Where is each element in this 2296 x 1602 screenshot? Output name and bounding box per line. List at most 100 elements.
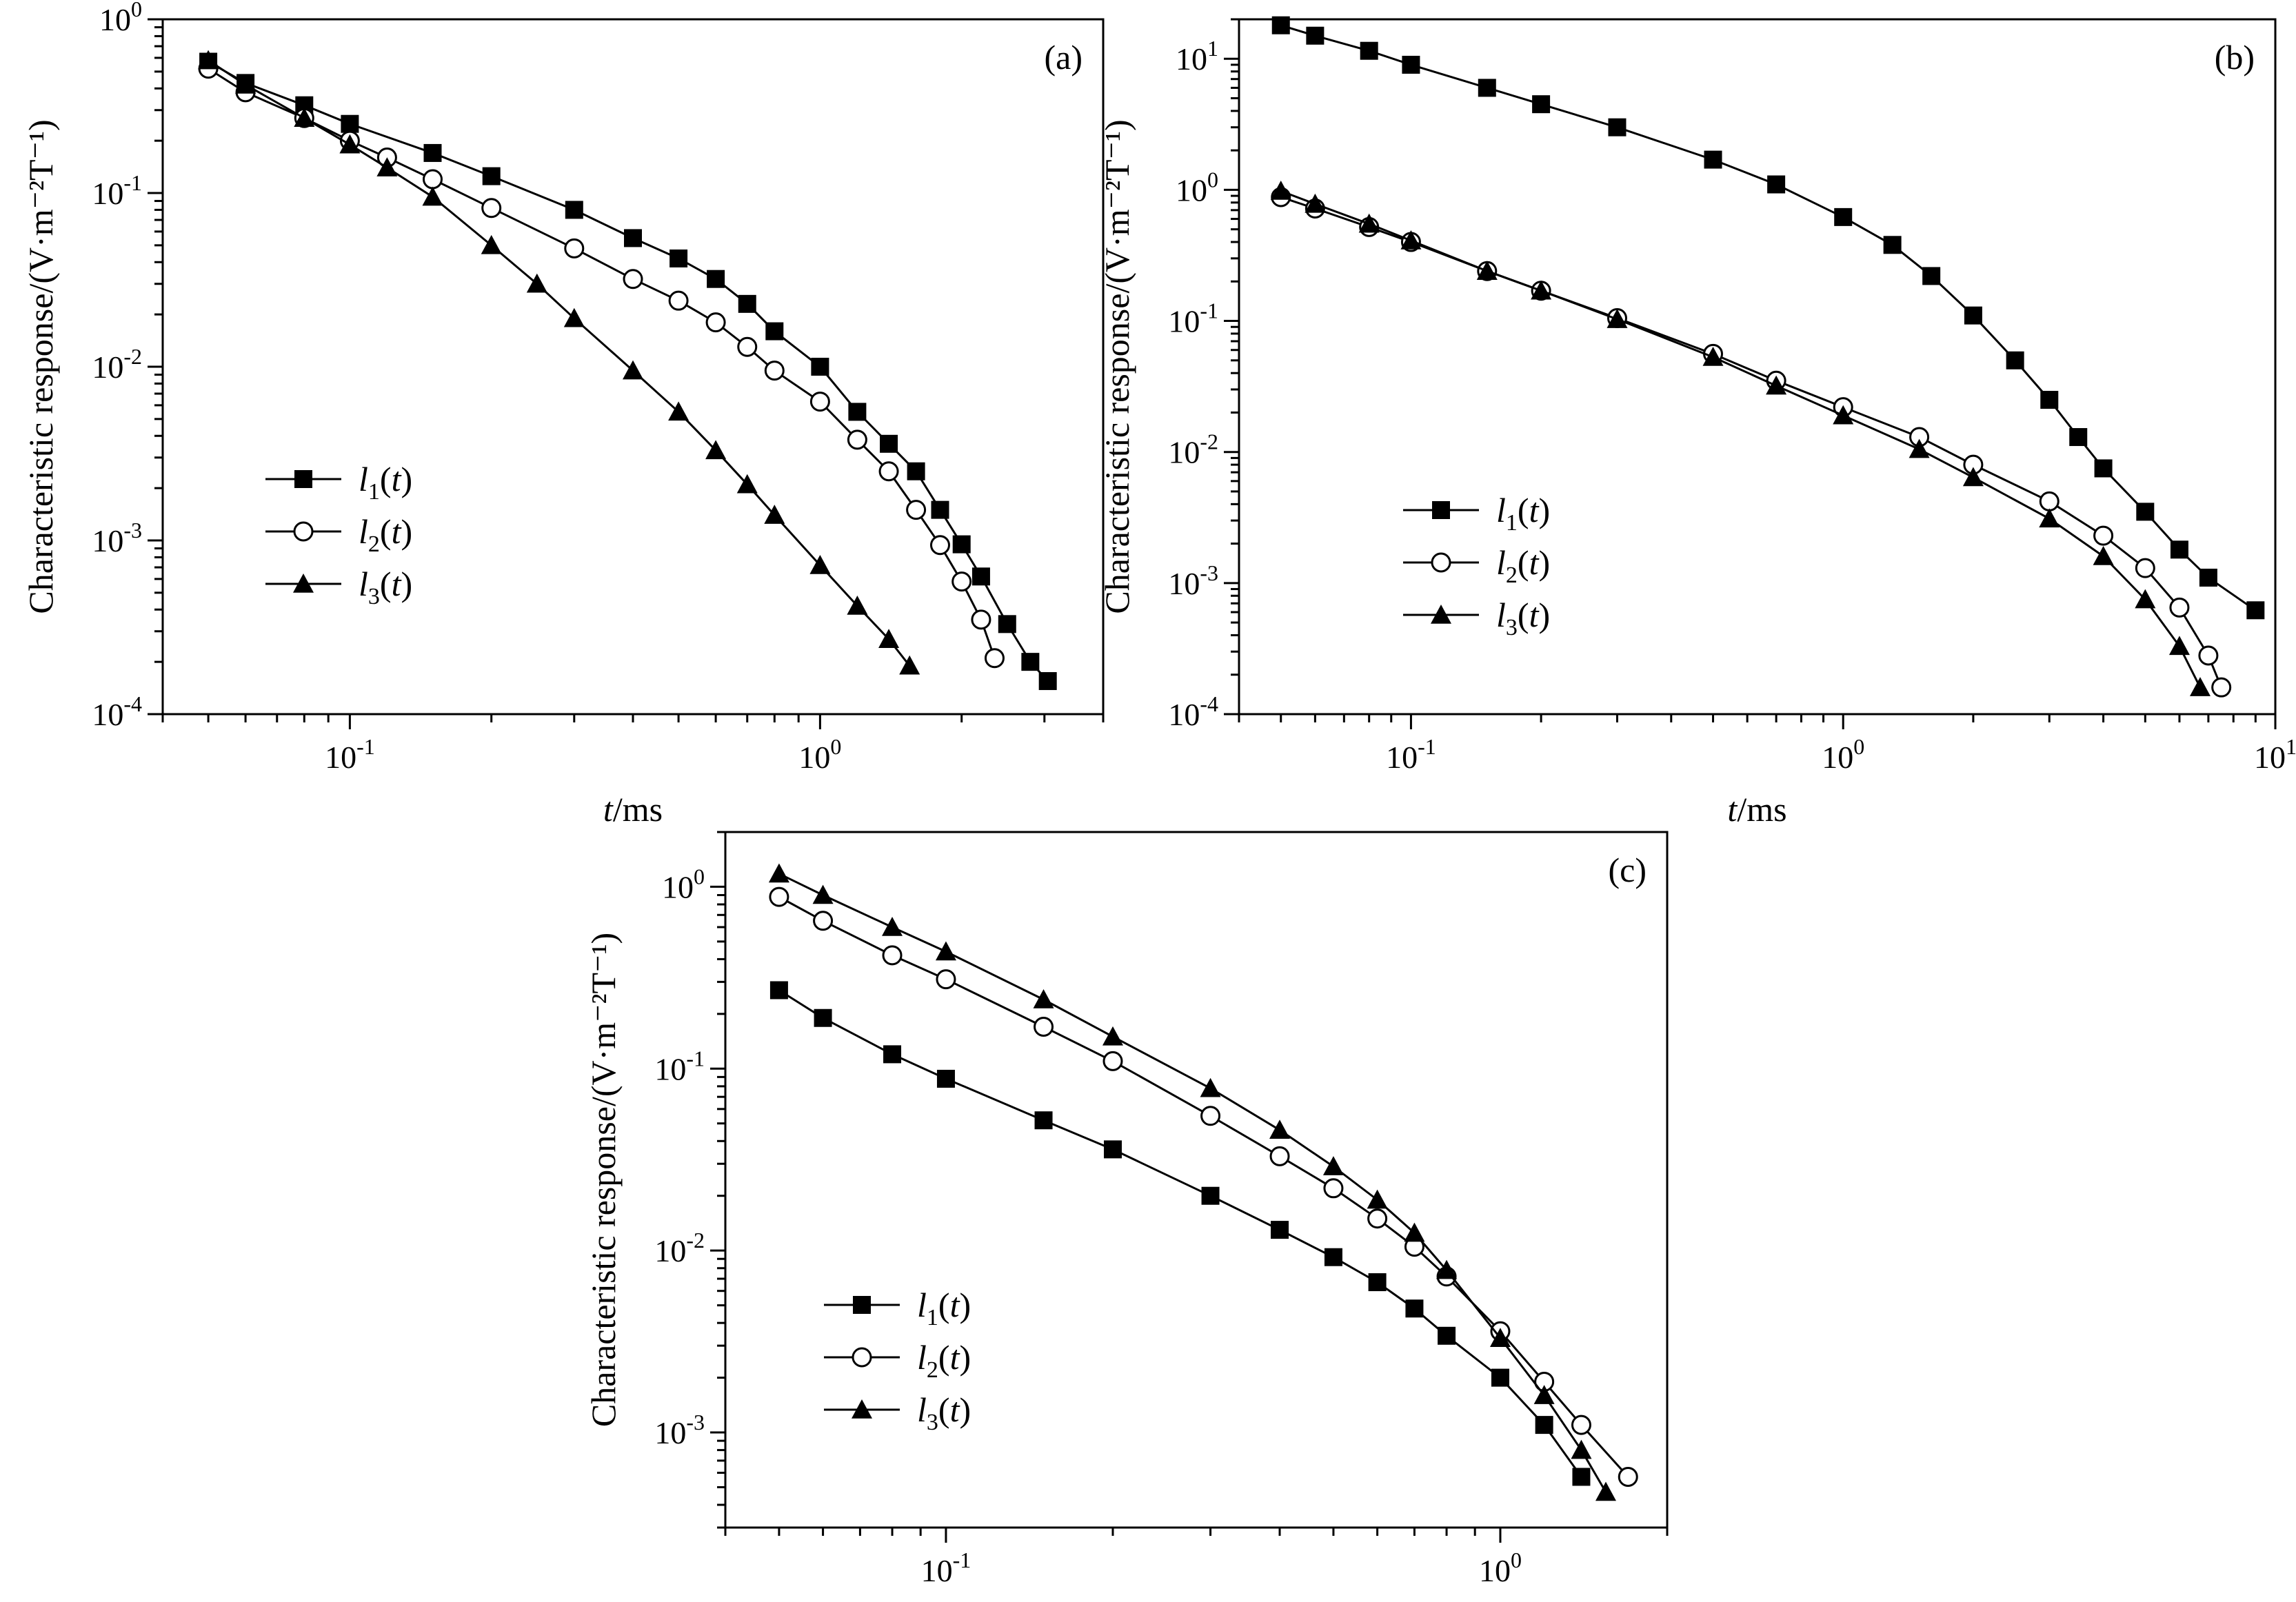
data-point <box>1324 1248 1342 1266</box>
series-line <box>778 873 1607 1493</box>
data-point <box>1323 1178 1344 1199</box>
legend-item: l2(t) <box>824 1338 971 1383</box>
data-point <box>813 911 834 931</box>
x-tick-label: 101 <box>2254 734 2296 775</box>
legend-item: l2(t) <box>265 512 412 557</box>
data-point <box>878 461 899 482</box>
data-point <box>1704 150 1722 169</box>
data-point <box>951 571 972 592</box>
legend-label: l1(t) <box>917 1286 971 1330</box>
series-l3(t) <box>198 50 920 675</box>
data-point <box>1595 1481 1616 1501</box>
data-point <box>907 462 925 480</box>
data-point <box>341 114 359 133</box>
data-point <box>705 440 727 460</box>
plot-frame <box>1238 18 2277 716</box>
data-point <box>764 361 785 381</box>
data-point <box>936 1069 955 1088</box>
data-point <box>2135 558 2155 578</box>
data-point <box>847 429 867 450</box>
x-tick-label: 100 <box>1479 1548 1522 1588</box>
data-point <box>1571 1439 1592 1459</box>
data-point <box>931 500 949 519</box>
data-point <box>2136 503 2155 521</box>
data-point <box>198 50 219 70</box>
data-point <box>1305 193 1326 213</box>
data-point <box>526 273 547 293</box>
data-point <box>1103 1140 1122 1159</box>
data-point <box>812 884 834 904</box>
y-tick-label: 101 <box>1176 36 1218 77</box>
data-point <box>768 863 789 883</box>
data-point <box>2170 540 2188 559</box>
data-point <box>1489 1328 1511 1347</box>
series-l3(t) <box>1270 181 2211 696</box>
y-tick-label: 100 <box>662 864 705 904</box>
data-point <box>1964 306 1982 325</box>
data-point <box>423 143 442 162</box>
data-point <box>2168 636 2190 656</box>
data-point <box>952 535 971 554</box>
data-point <box>564 238 585 258</box>
data-point <box>2069 428 2088 447</box>
panel-label: (a) <box>1045 38 1083 77</box>
data-point <box>1201 1186 1220 1205</box>
series-line <box>208 59 911 667</box>
data-point <box>1033 988 1054 1008</box>
data-point <box>769 886 789 907</box>
data-point <box>1102 1051 1123 1071</box>
data-point <box>2094 459 2113 478</box>
panel-label: (b) <box>2215 38 2255 77</box>
y-tick-label: 10-2 <box>654 1228 705 1268</box>
data-point <box>1200 1077 1221 1097</box>
data-point <box>984 648 1005 669</box>
series-l3(t) <box>768 863 1616 1501</box>
legend-marker <box>852 1347 872 1368</box>
data-point <box>1358 213 1380 233</box>
x-axis-label: t/ms <box>1727 790 1786 829</box>
y-tick-label: 10-4 <box>92 691 142 732</box>
legend-marker <box>853 1296 871 1314</box>
data-point <box>2039 508 2060 528</box>
data-point <box>2189 677 2211 696</box>
data-point <box>936 969 956 990</box>
data-point <box>1607 309 1628 328</box>
data-point <box>2198 645 2219 666</box>
data-point <box>1271 16 1290 34</box>
data-point <box>1102 1026 1123 1046</box>
data-point <box>848 403 867 421</box>
y-tick-label: 10-2 <box>92 344 142 385</box>
legend: l1(t) l2(t) l3(t) <box>265 460 412 609</box>
y-axis-label: Characteristic response/(V·m⁻²T⁻¹) <box>21 119 60 614</box>
data-point <box>1306 26 1325 45</box>
legend-label: l2(t) <box>1496 543 1550 588</box>
data-point <box>669 249 688 267</box>
data-point <box>1405 1299 1424 1318</box>
data-point <box>1571 1415 1591 1435</box>
data-point <box>623 269 643 290</box>
panel-b: 10-1 100 101 101 100 10-1 10-2 10-3 10-4 (b) t/ms C… <box>1098 16 2296 829</box>
data-point <box>1404 1222 1425 1242</box>
data-point <box>481 234 502 254</box>
y-tick-label: 10-3 <box>1168 560 1218 601</box>
data-point <box>814 1008 832 1027</box>
data-point <box>422 169 443 190</box>
legend-label: l2(t) <box>917 1338 971 1383</box>
data-point <box>1962 467 1984 487</box>
data-point <box>847 595 868 615</box>
data-point <box>769 981 788 1000</box>
legend-marker <box>1431 605 1451 624</box>
data-point <box>1400 230 1422 250</box>
data-point <box>1200 1106 1221 1126</box>
data-point <box>2039 491 2060 511</box>
legend-label: l1(t) <box>359 460 412 505</box>
data-point <box>2199 568 2217 587</box>
data-point <box>811 358 829 376</box>
series-l2(t) <box>198 59 1005 669</box>
data-point <box>339 134 361 154</box>
x-tick-label: 100 <box>1822 734 1864 775</box>
data-point <box>1269 1119 1291 1139</box>
legend-marker <box>294 470 312 488</box>
data-point <box>809 392 830 412</box>
data-point <box>765 322 784 341</box>
